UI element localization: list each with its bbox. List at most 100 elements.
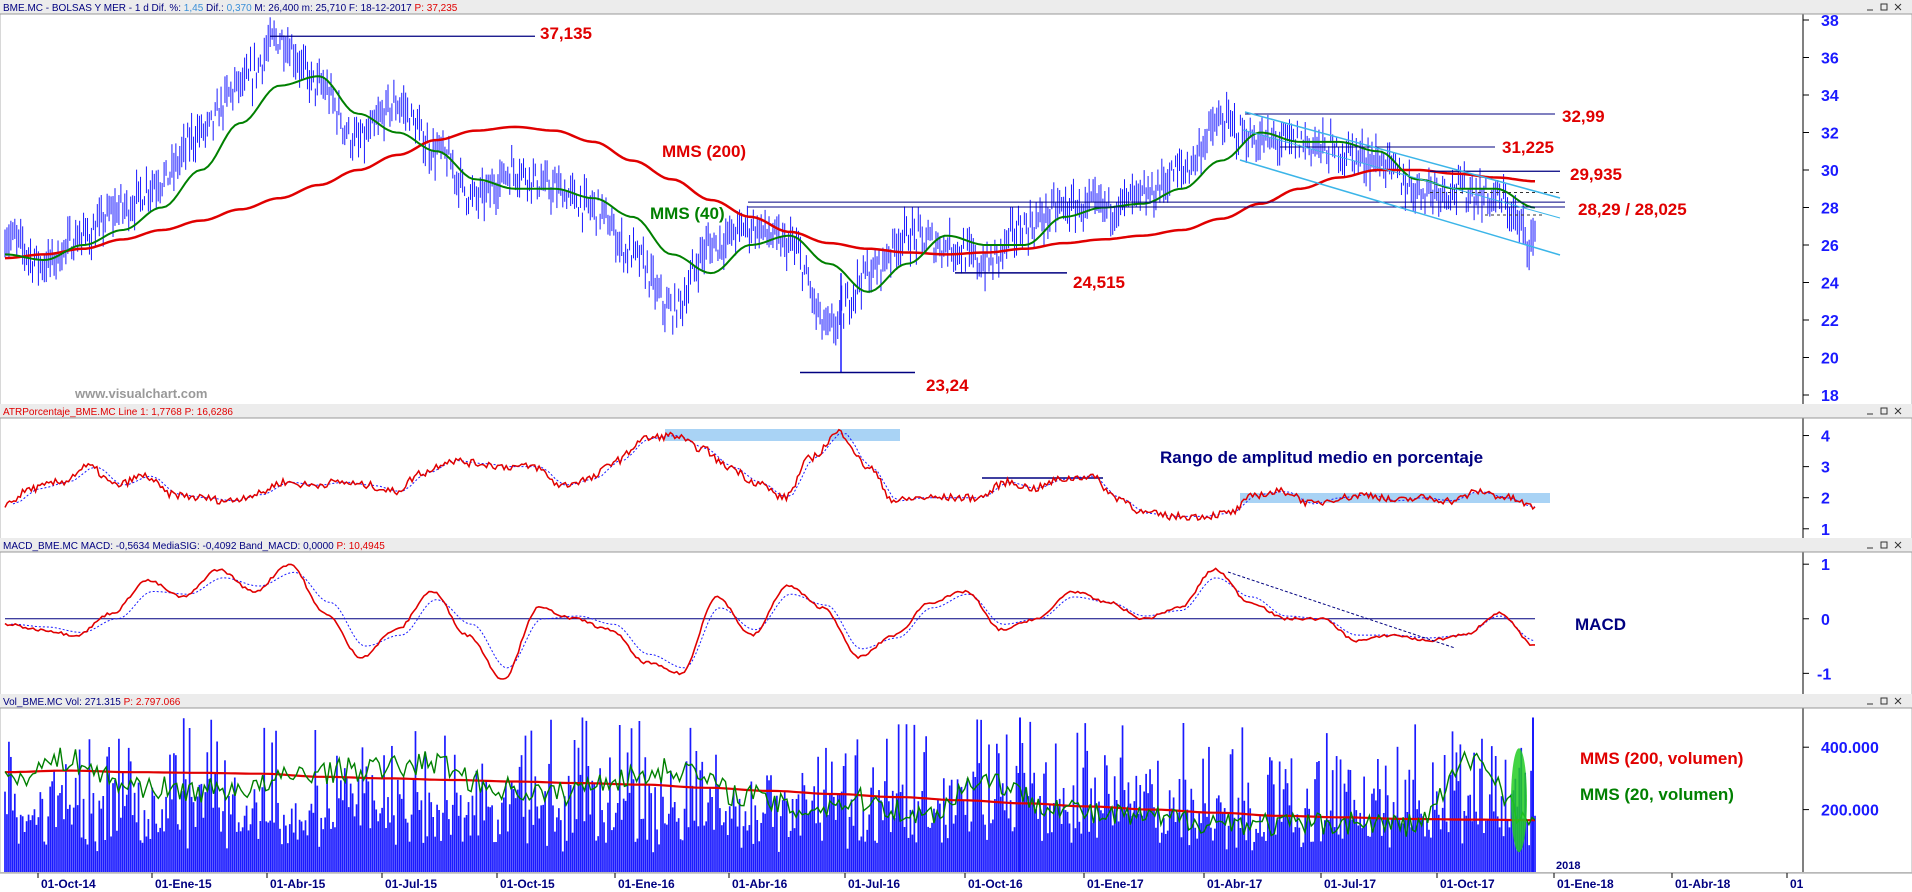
close-glyph-b (1894, 541, 1902, 549)
x-tick-label: 01-Ene-15 (155, 877, 212, 891)
annotation-r3: 29,935 (1570, 165, 1622, 184)
price-tick-label: 28 (1821, 201, 1839, 218)
header-segment: Dif.: (203, 3, 226, 14)
macd-title: MACD (1575, 615, 1626, 634)
header-text-main: BME.MC - BOLSAS Y MER - 1 d Dif. %: 1,45… (3, 3, 458, 14)
atr-tick-label: 3 (1821, 460, 1830, 477)
close-icon[interactable] (1894, 541, 1902, 549)
x-tick-label: 01-Oct-15 (500, 877, 555, 891)
annotation-support: 24,515 (1073, 273, 1125, 292)
price-tick-label: 32 (1821, 126, 1839, 143)
watermark: www.visualchart.com (74, 386, 207, 401)
header-segment: ATRPorcentaje_BME.MC Line 1: 1,7768 (3, 407, 185, 418)
price-tick-label: 22 (1821, 313, 1839, 330)
close-icon[interactable] (1894, 3, 1902, 11)
atr-tick-label: 1 (1821, 522, 1830, 539)
x-tick-label: 01-Jul-17 (1324, 877, 1376, 891)
header-bar-atr (0, 404, 1912, 418)
volume-mms200-line (4, 769, 1535, 822)
x-year-label: 2018 (1556, 860, 1580, 872)
macd-trend-line (1227, 571, 1456, 649)
header-text-macd: MACD_BME.MC MACD: -0,5634 MediaSIG: -0,4… (3, 541, 385, 552)
restore-icon[interactable] (1880, 3, 1888, 11)
label-vol-mms200: MMS (200, volumen) (1580, 749, 1743, 768)
close-icon[interactable] (1894, 407, 1902, 415)
restore-icon[interactable] (1880, 697, 1888, 705)
header-text-vol: Vol_BME.MC Vol: 271.315 P: 2.797.066 (3, 697, 181, 708)
header-segment: BME.MC - BOLSAS Y MER - 1 d Dif. %: (3, 3, 184, 14)
x-tick-label: 01-Oct-17 (1440, 877, 1495, 891)
volume-tick-label: 400.000 (1821, 740, 1879, 757)
channel-mid (1242, 129, 1561, 219)
restore-glyph (1880, 541, 1888, 549)
annotation-r4: 28,29 / 28,025 (1578, 200, 1687, 219)
atr-highlight-high (665, 429, 900, 441)
header-segment: M: 26,400 m: 25,710 F: 18-12-2017 (252, 3, 415, 14)
atr-tick-label: 2 (1821, 491, 1830, 508)
price-tick-label: 34 (1821, 88, 1839, 105)
x-tick-label: 01-Ene-16 (618, 877, 675, 891)
header-segment: MACD_BME.MC MACD: -0,5634 MediaSIG: -0,4… (3, 541, 336, 552)
volume-mms20-line (4, 747, 1536, 837)
label-mms200: MMS (200) (662, 142, 746, 161)
label-vol-mms20: MMS (20, volumen) (1580, 785, 1734, 804)
mms200-line (4, 125, 1536, 260)
x-tick-label: 01-Abr-18 (1675, 877, 1731, 891)
atr-pane-frame (0, 415, 1912, 540)
volume-highlight-ellipse (1511, 748, 1527, 853)
mms40-line (4, 75, 1536, 293)
macd-signal-line (10, 571, 1536, 669)
close-glyph-b (1894, 407, 1902, 415)
price-tick-label: 20 (1821, 351, 1839, 368)
x-tick-label: 01-Ene-17 (1087, 877, 1144, 891)
volume-tick-label: 200.000 (1821, 803, 1879, 820)
x-tick-label: 01-Oct-14 (41, 877, 96, 891)
x-tick-label: 01-Jul-15 (385, 877, 437, 891)
macd-tick-label: 0 (1821, 612, 1830, 629)
x-tick-label: 01-Abr-17 (1207, 877, 1263, 891)
label-mms40: MMS (40) (650, 204, 725, 223)
channel-upper (1244, 111, 1561, 199)
restore-glyph (1880, 407, 1888, 415)
restore-icon[interactable] (1880, 541, 1888, 549)
header-segment: 1,45 (184, 3, 204, 14)
atr-tick-label: 4 (1821, 429, 1830, 446)
annotation-r1: 32,99 (1562, 107, 1605, 126)
atr-line (4, 428, 1536, 521)
header-bar-main (0, 0, 1912, 14)
restore-glyph (1880, 3, 1888, 11)
price-tick-label: 18 (1821, 388, 1839, 405)
atr-title: Rango de amplitud medio en porcentaje (1160, 448, 1483, 467)
x-tick-label: 01-Ene-18 (1557, 877, 1614, 891)
x-tick-label: 01-Abr-16 (732, 877, 788, 891)
atr-signal-line (12, 433, 1536, 517)
price-tick-label: 30 (1821, 163, 1839, 180)
macd-tick-label: -1 (1817, 666, 1831, 683)
restore-icon[interactable] (1880, 407, 1888, 415)
header-segment: 0,370 (227, 3, 252, 14)
atr-highlight-low (1240, 493, 1550, 503)
close-glyph-b (1894, 697, 1902, 705)
close-icon[interactable] (1894, 697, 1902, 705)
header-segment: P: 16,6286 (185, 407, 234, 418)
annotation-low: 23,24 (926, 376, 969, 395)
price-tick-label: 24 (1821, 276, 1839, 293)
x-tick-label: 01-Jul-16 (848, 877, 900, 891)
header-bar-macd (0, 538, 1912, 552)
close-glyph-b (1894, 3, 1902, 11)
restore-glyph (1880, 697, 1888, 705)
price-tick-label: 36 (1821, 51, 1839, 68)
header-bar-vol (0, 694, 1912, 708)
header-segment: Vol_BME.MC Vol: 271.315 (3, 697, 124, 708)
header-text-atr: ATRPorcentaje_BME.MC Line 1: 1,7768 P: 1… (3, 407, 233, 418)
macd-tick-label: 1 (1821, 557, 1830, 574)
annotation-r2: 31,225 (1502, 138, 1554, 157)
channel-lower (1239, 159, 1561, 256)
x-tick-label: 01 (1790, 877, 1804, 891)
macd-line (4, 563, 1535, 680)
price-tick-label: 38 (1821, 13, 1839, 30)
annotation-high: 37,135 (540, 24, 592, 43)
header-segment: P: 2.797.066 (124, 697, 181, 708)
price-tick-label: 26 (1821, 238, 1839, 255)
